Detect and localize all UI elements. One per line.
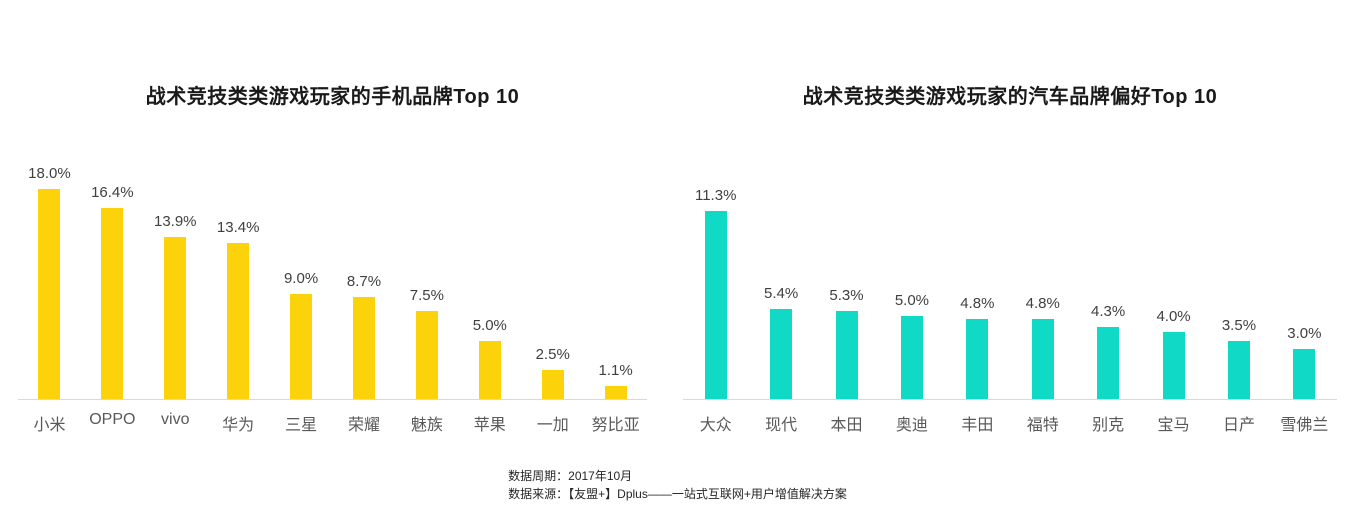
bar xyxy=(704,211,727,399)
bar-value-label: 3.0% xyxy=(1287,325,1322,342)
bar-value-label: 11.3% xyxy=(694,187,737,204)
category-label: vivo xyxy=(161,411,190,428)
bar-column: 5.4% xyxy=(748,155,813,399)
bar-column: 5.3% xyxy=(814,155,879,399)
bar-value-label: 5.4% xyxy=(764,285,799,302)
bar-value-label: 9.0% xyxy=(283,270,319,287)
bar xyxy=(1293,349,1316,399)
bar-value-label: 5.3% xyxy=(829,287,864,304)
bar-value-label: 16.4% xyxy=(91,184,134,201)
bar-value-label: 8.7% xyxy=(346,273,382,290)
phone-chart-title: 战术竞技类类游戏玩家的手机品牌Top 10 xyxy=(145,86,520,108)
data-source-note: 数据来源：【友盟+】Dplus——一站式互联网+用户增值解决方案 xyxy=(508,487,847,501)
bar-column: 3.0% xyxy=(1272,155,1337,399)
bar-value-label: 4.0% xyxy=(1156,308,1191,325)
category-label: 现代 xyxy=(765,417,798,434)
car-brand-chart: 战术竞技类类游戏玩家的汽车品牌偏好Top 10 11.3% 5.4% 5.3% 5.0… xyxy=(665,0,1355,435)
bar-value-label: 7.5% xyxy=(409,287,444,304)
bar-value-label: 18.0% xyxy=(28,165,71,182)
bar-value-label: 13.4% xyxy=(216,219,260,236)
bar xyxy=(415,311,438,399)
bar-column: 11.3% xyxy=(683,155,748,399)
bar-value-label: 2.5% xyxy=(535,346,570,363)
bar-column: 3.5% xyxy=(1206,155,1271,399)
category-label: 别克 xyxy=(1092,417,1125,434)
category-label: 奥迪 xyxy=(895,417,928,434)
bar-column: 7.5% xyxy=(395,155,458,399)
bar-column: 16.4% xyxy=(81,155,144,399)
category-label: 小米 xyxy=(33,417,66,434)
car-chart-title: 战术竞技类类游戏玩家的汽车品牌偏好Top 10 xyxy=(802,86,1218,108)
category-label: 雪佛兰 xyxy=(1280,417,1329,434)
bar-value-label: 1.1% xyxy=(598,362,633,379)
bar-column: 4.3% xyxy=(1075,155,1140,399)
charts-row: 战术竞技类类游戏玩家的手机品牌Top 10 18.0% 16.4% 13.9% 13.… xyxy=(0,0,1355,435)
category-label: 华为 xyxy=(222,417,255,434)
bar-column: 2.5% xyxy=(521,155,584,399)
bar xyxy=(478,341,501,399)
category-label: 宝马 xyxy=(1157,417,1190,434)
bar xyxy=(541,370,564,399)
bar-value-label: 5.0% xyxy=(894,292,930,309)
car-chart-category-axis: 大众 现代 本田 奥迪 丰田 福特 别克 宝马 日产 雪佛兰 xyxy=(683,400,1337,435)
footer: 数据周期：2017年10月 数据来源：【友盟+】Dplus——一站式互联网+用户… xyxy=(0,467,1355,503)
bar-value-label: 5.0% xyxy=(472,317,507,334)
bar xyxy=(1227,341,1250,399)
bar-value-label: 3.5% xyxy=(1221,317,1257,334)
phone-brand-chart: 战术竞技类类游戏玩家的手机品牌Top 10 18.0% 16.4% 13.9% 13.… xyxy=(0,0,665,435)
category-label: OPPO xyxy=(89,411,136,428)
bar xyxy=(290,294,313,399)
bar-value-label: 4.3% xyxy=(1091,303,1126,320)
bar xyxy=(770,309,793,399)
bar xyxy=(835,311,858,399)
bar-column: 8.7% xyxy=(333,155,396,399)
phone-chart-plot-area: 18.0% 16.4% 13.9% 13.4% 9.0% 8.7% 7.5% 5.0% 2.5%… xyxy=(18,155,647,400)
bar-value-label: 4.8% xyxy=(960,295,995,312)
bar xyxy=(352,297,375,399)
bar xyxy=(1162,332,1185,399)
bar xyxy=(38,189,61,399)
bar xyxy=(1031,319,1054,399)
category-label: 一加 xyxy=(536,417,569,434)
bar xyxy=(966,319,989,399)
category-label: 魅族 xyxy=(410,417,443,434)
category-label: 努比亚 xyxy=(591,417,640,434)
bar-column: 4.0% xyxy=(1141,155,1206,399)
bar xyxy=(900,316,923,399)
category-label: 荣耀 xyxy=(347,417,380,434)
bar-column: 4.8% xyxy=(945,155,1010,399)
bar-column: 9.0% xyxy=(270,155,333,399)
bar-column: 1.1% xyxy=(584,155,647,399)
bar xyxy=(1097,327,1120,399)
category-label: 福特 xyxy=(1026,417,1059,434)
bar xyxy=(227,243,250,399)
bar-column: 13.4% xyxy=(207,155,270,399)
bar-column: 5.0% xyxy=(458,155,521,399)
category-label: 苹果 xyxy=(473,417,506,434)
bar-value-label: 13.9% xyxy=(153,213,197,230)
category-label: 日产 xyxy=(1222,417,1255,434)
bar-column: 5.0% xyxy=(879,155,944,399)
bar-column: 13.9% xyxy=(144,155,207,399)
bar xyxy=(604,386,627,399)
bar-value-label: 4.8% xyxy=(1025,295,1060,312)
bar-column: 18.0% xyxy=(18,155,81,399)
car-chart-plot-area: 11.3% 5.4% 5.3% 5.0% 4.8% 4.8% 4.3% 4.0% 3.5% 3.0… xyxy=(683,155,1337,400)
bar-column: 4.8% xyxy=(1010,155,1075,399)
phone-chart-category-axis: 小米 OPPO vivo 华为 三星 荣耀 魅族 苹果 一加 努比亚 xyxy=(18,400,647,435)
bar xyxy=(101,208,124,399)
category-label: 大众 xyxy=(699,417,732,434)
data-period-note: 数据周期：2017年10月 xyxy=(508,469,633,483)
category-label: 本田 xyxy=(830,417,863,434)
bar xyxy=(164,237,187,399)
category-label: 三星 xyxy=(285,417,318,434)
category-label: 丰田 xyxy=(961,417,994,434)
